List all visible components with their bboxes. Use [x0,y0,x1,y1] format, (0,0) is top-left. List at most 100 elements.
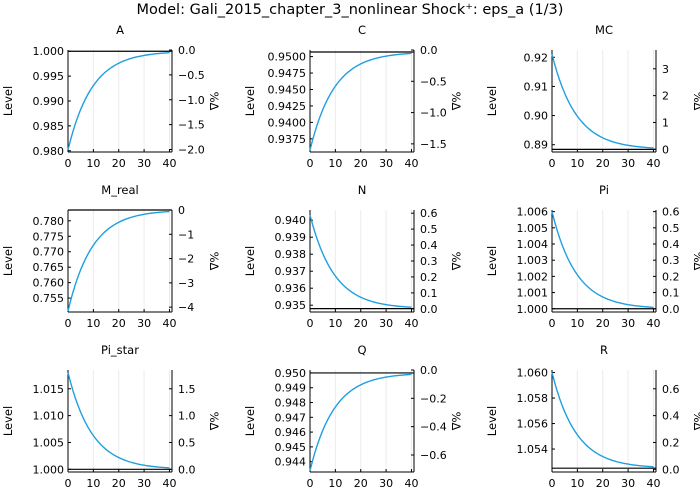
y-tick-label: 0.995 [33,70,65,83]
y2-axis-label: %Δ [691,252,700,271]
y2-tick-label: −0.5 [178,69,205,82]
subplot-pi: Pi 0 10 20 30 40 1.000 1.001 1.002 1.003 1.004 1.00… [485,183,700,330]
x-tick-label: 40 [646,317,660,330]
y-tick-label: 1.058 [517,392,549,405]
y2-tick-label: −1.5 [420,138,447,151]
y2-axis-label: %Δ [207,92,221,111]
y-axis-label: Level [485,246,499,276]
y-tick-label: 0.947 [275,411,307,424]
y2-tick-label: 1.0 [178,410,196,423]
y-tick-label: 1.054 [517,443,549,456]
y2-tick-label: −2 [178,253,194,266]
subplot-n: N 0 10 20 30 40 0.935 0.936 0.937 0.938 0.939 0.940… [243,183,463,330]
subplot-c: C 0 10 20 30 40 0.9375 0.9400 0.9425 0.9450 0.9475… [243,23,463,170]
y-tick-label: 0.935 [275,299,307,312]
y2-tick-label: −4 [178,301,194,314]
subplot-pi-star: Pi_star 0 10 20 30 40 1.000 1.005 1.010 1.015 0.0 0… [1,343,221,490]
subplot-title: Q [357,343,366,357]
y-axis-label: Level [1,246,15,276]
x-tick-label: 30 [379,317,393,330]
y-tick-label: 1.004 [517,238,549,251]
y2-tick-label: −0.2 [420,392,447,405]
y-axis-label: Level [243,246,257,276]
x-tick-label: 20 [112,317,126,330]
y2-tick-label: 0.5 [178,436,196,449]
impulse-response-line [551,211,654,309]
x-tick-label: 30 [621,477,635,490]
y2-axis-label: %Δ [691,92,700,111]
y2-axis-label: %Δ [449,252,463,271]
y-tick-label: 0.9475 [268,67,307,80]
x-tick-label: 40 [404,477,418,490]
y-tick-label: 0.89 [524,139,549,152]
x-tick-label: 10 [328,157,342,170]
impulse-response-line [309,373,412,471]
y2-tick-label: 0.4 [420,239,438,252]
x-tick-label: 40 [646,477,660,490]
y-tick-label: 1.010 [33,410,65,423]
y-tick-label: 1.000 [33,45,65,58]
x-tick-label: 10 [328,477,342,490]
y-tick-label: 1.003 [517,254,549,267]
y2-tick-label: 0.3 [420,255,438,268]
x-tick-label: 10 [86,157,100,170]
y2-tick-label: 0.0 [178,44,196,57]
impulse-response-line [309,52,412,151]
y-tick-label: 0.92 [524,51,549,64]
x-tick-label: 0 [65,317,72,330]
y-tick-label: 0.91 [524,80,549,93]
x-tick-label: 20 [354,317,368,330]
y2-tick-label: 0 [178,204,185,217]
x-tick-label: 0 [549,317,556,330]
y-tick-label: 0.765 [33,261,65,274]
y-tick-label: 0.755 [33,292,65,305]
y-tick-label: 0.760 [33,277,65,290]
subplot-m-real: M_real 0 10 20 30 40 0.755 0.760 0.765 0.770 0.775… [1,183,221,330]
y-tick-label: 0.980 [33,145,65,158]
y-tick-label: 1.005 [33,436,65,449]
y2-tick-label: 0.1 [420,287,438,300]
y2-tick-label: 0.6 [662,383,680,396]
subplot-title: Pi_star [101,343,139,357]
x-tick-label: 20 [354,477,368,490]
subplot-title: C [358,23,366,37]
impulse-response-line [551,372,654,468]
x-tick-label: 20 [354,157,368,170]
y-tick-label: 0.950 [275,367,307,380]
y-tick-label: 0.990 [33,95,65,108]
y2-axis-label: %Δ [449,412,463,431]
y-tick-label: 0.90 [524,110,549,123]
y-tick-label: 0.775 [33,230,65,243]
y2-tick-label: −1.0 [420,107,447,120]
x-tick-label: 0 [65,157,72,170]
y-tick-label: 1.000 [33,463,65,476]
x-tick-label: 40 [162,317,176,330]
y-tick-label: 0.9450 [268,83,307,96]
x-tick-label: 0 [307,317,314,330]
x-tick-label: 30 [621,317,635,330]
x-tick-label: 40 [162,157,176,170]
y2-tick-label: 0.4 [662,238,680,251]
y-tick-label: 0.940 [275,214,307,227]
figure-title: Model: Gali_2015_chapter_3_nonlinear Sho… [137,2,564,18]
y-tick-label: 0.937 [275,265,307,278]
x-tick-label: 10 [570,317,584,330]
x-tick-label: 20 [596,477,610,490]
x-tick-label: 20 [112,477,126,490]
y2-tick-label: 0.0 [662,463,680,476]
y-axis-label: Level [485,406,499,436]
impulse-response-line [309,214,412,308]
y-tick-label: 0.9375 [268,133,307,146]
y-tick-label: 0.985 [33,120,65,133]
subplot-title: R [600,343,608,357]
y2-tick-label: −1 [178,228,194,241]
y2-tick-label: 0.4 [662,410,680,423]
y2-tick-label: −3 [178,277,194,290]
subplot-title: M_real [101,183,138,197]
subplot-title: N [358,183,367,197]
y2-tick-label: 3 [662,63,669,76]
y2-tick-label: 2 [662,90,669,103]
x-tick-label: 0 [549,157,556,170]
y-tick-label: 0.9400 [268,116,307,129]
